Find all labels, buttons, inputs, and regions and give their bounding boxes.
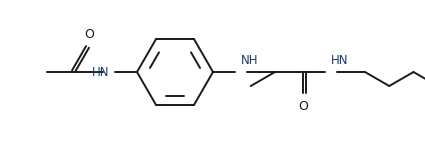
Text: HN: HN <box>91 66 109 78</box>
Text: O: O <box>84 28 94 41</box>
Text: HN: HN <box>331 54 348 67</box>
Text: NH: NH <box>241 54 258 67</box>
Text: O: O <box>298 100 308 113</box>
